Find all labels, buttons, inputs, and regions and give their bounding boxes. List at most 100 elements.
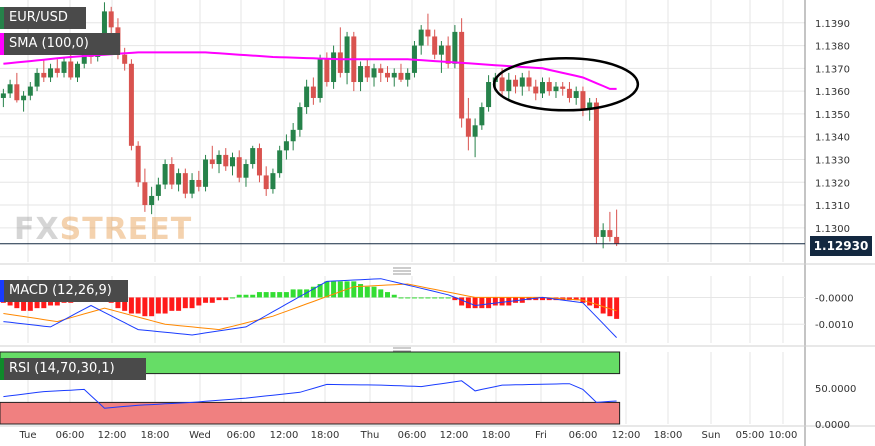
macd-histogram-bar: [304, 289, 310, 298]
rsi-line: [3, 380, 617, 409]
x-tick-label: 18:00: [654, 430, 683, 441]
candle-body: [34, 72, 40, 87]
candle-body: [27, 86, 33, 96]
watermark-street: STREET: [59, 212, 193, 247]
macd-histogram-bar: [310, 286, 316, 298]
rsi-overbought-band: [0, 351, 621, 375]
macd-histogram-bar: [189, 297, 195, 309]
candle-body: [176, 173, 182, 185]
x-tick-label: 10:00: [769, 430, 798, 441]
macd-histogram-bar: [27, 297, 33, 311]
macd-histogram-bar: [196, 297, 202, 306]
x-tick-label: 18:00: [141, 430, 170, 441]
candle-body: [526, 77, 532, 87]
candle-body: [438, 45, 444, 55]
candle-body: [459, 31, 465, 119]
candle-body: [310, 86, 316, 98]
macd-histogram-bar: [607, 297, 613, 317]
price-tick-label: 1.1370: [815, 64, 850, 75]
macd-tick-label: -0.0000: [815, 293, 854, 304]
macd-histogram-bar: [533, 297, 539, 301]
candle-body: [14, 84, 20, 101]
macd-histogram-bar: [142, 297, 148, 317]
candle-body: [358, 66, 364, 83]
candle-body: [108, 11, 114, 28]
candle-body: [344, 36, 350, 73]
macd-histogram-bar: [398, 297, 404, 299]
macd-histogram-bar: [135, 297, 141, 314]
x-tick-label: 06:00: [569, 430, 598, 441]
candle-body: [445, 45, 451, 64]
macd-histogram-bar: [600, 297, 606, 314]
macd-histogram-bar: [270, 292, 276, 298]
candle-body: [277, 150, 283, 174]
macd-histogram-bar: [492, 297, 498, 306]
candle-body: [216, 154, 222, 165]
candle-body: [142, 182, 148, 206]
macd-histogram-bar: [14, 297, 20, 309]
macd-signal-line: [3, 283, 617, 331]
macd-histogram-bar: [203, 297, 209, 303]
candle-body: [196, 179, 202, 187]
x-tick-label: 12:00: [98, 430, 127, 441]
macd-line: [3, 278, 617, 338]
macd-histogram-bar: [236, 294, 242, 298]
macd-histogram-bar: [418, 297, 424, 299]
candle-body: [149, 195, 155, 206]
x-tick-label: 05:00: [736, 430, 765, 441]
candle-body: [324, 59, 330, 83]
candle-body: [135, 145, 141, 183]
macd-histogram-bar: [459, 297, 465, 306]
macd-histogram-bar: [122, 297, 128, 311]
candle-body: [61, 61, 67, 73]
candle-body: [68, 61, 74, 78]
macd-legend[interactable]: MACD (12,26,9): [0, 280, 128, 302]
candle-body: [223, 154, 229, 167]
candle-body: [519, 77, 525, 87]
macd-histogram-bar: [34, 297, 40, 309]
price-tick-label: 1.1380: [815, 42, 850, 53]
macd-histogram-bar: [513, 297, 519, 303]
annotation-ellipse: [492, 57, 640, 112]
candle-body: [587, 102, 593, 110]
candle-body: [465, 118, 471, 137]
candle-body: [486, 82, 492, 108]
macd-histogram-bar: [317, 284, 323, 298]
x-tick-label: 06:00: [398, 430, 427, 441]
candle-body: [593, 102, 599, 237]
macd-histogram-bar: [614, 297, 620, 319]
macd-histogram-bar: [411, 297, 417, 299]
candle-body: [540, 82, 545, 94]
candle-body: [614, 236, 620, 244]
macd-histogram-bar: [385, 292, 390, 298]
candle-body: [472, 125, 478, 137]
rsi-legend[interactable]: RSI (14,70,30,1): [0, 358, 146, 380]
macd-histogram-bar: [351, 281, 357, 298]
x-tick-label: 18:00: [482, 430, 511, 441]
price-tick-label: 1.1350: [815, 110, 850, 121]
candle-body: [283, 141, 289, 151]
symbol-legend[interactable]: EUR/USD: [0, 7, 86, 29]
candle-body: [425, 29, 431, 37]
sma-legend[interactable]: SMA (100,0): [0, 33, 120, 55]
price-tick-label: 1.1390: [815, 19, 850, 30]
price-tick-label: 1.1360: [815, 87, 850, 98]
candle-body: [230, 157, 235, 167]
macd-histogram-bar: [128, 297, 134, 314]
candle-body: [243, 164, 249, 178]
macd-histogram-bar: [371, 286, 377, 298]
candle-body: [250, 148, 256, 165]
macd-histogram-bar: [364, 286, 370, 298]
candle-body: [75, 63, 80, 78]
candle-body: [236, 157, 242, 178]
candle-body: [573, 91, 579, 98]
x-tick-label: Sun: [701, 430, 720, 441]
candle-body: [21, 95, 27, 101]
macd-histogram-bar: [391, 294, 397, 298]
macd-tick-label: -0.0010: [815, 320, 854, 331]
candle-body: [331, 52, 337, 83]
candle-body: [533, 86, 539, 94]
fxstreet-watermark: FXSTREET: [14, 212, 192, 247]
rsi-tick-label: 0.0000: [815, 420, 850, 431]
